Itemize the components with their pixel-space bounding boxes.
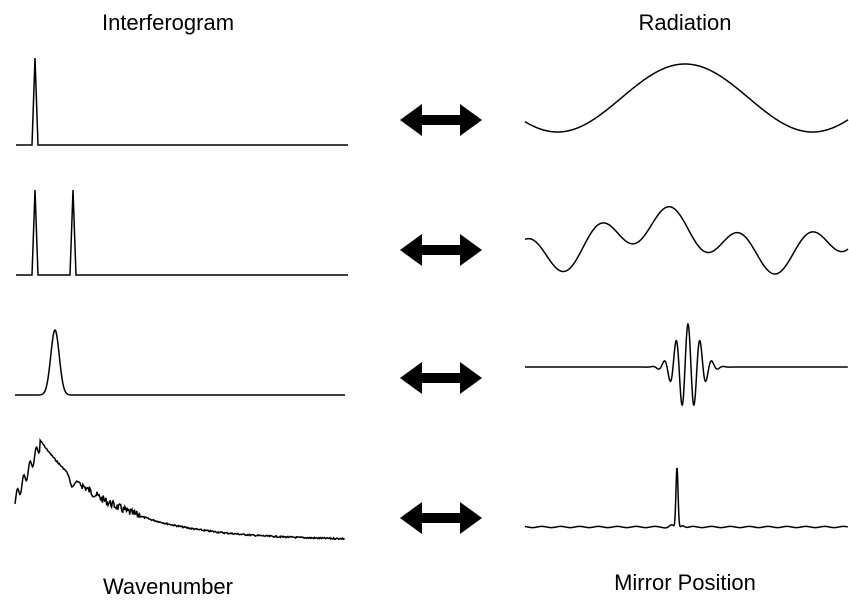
spectrum-line [16, 57, 348, 146]
double-arrow [400, 234, 482, 266]
label: Mirror Position [614, 570, 756, 595]
radiation-wave [524, 205, 849, 275]
radiation-wave [524, 63, 849, 133]
spectrum-line [15, 328, 345, 396]
double-arrow [400, 502, 482, 534]
label: Wavenumber [103, 574, 233, 599]
radiation-wave [525, 322, 848, 407]
double-arrow [400, 362, 482, 394]
label: Interferogram [102, 10, 234, 35]
spectrum-line [14, 437, 345, 541]
curves [14, 57, 849, 541]
spectrum-line [16, 189, 348, 276]
double-arrow [400, 104, 482, 136]
label: Radiation [639, 10, 732, 35]
radiation-wave [524, 467, 848, 529]
arrows [400, 104, 482, 534]
